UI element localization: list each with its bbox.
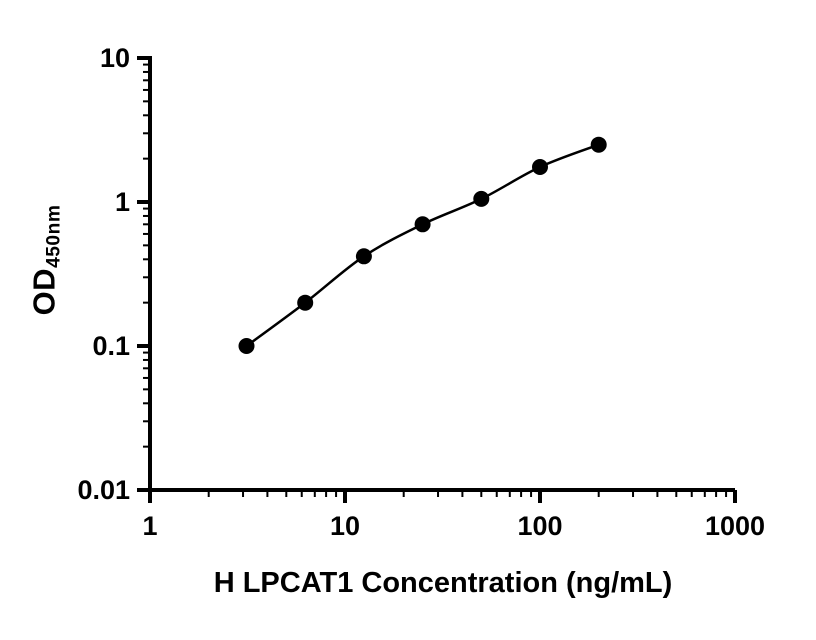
data-point-marker: [355, 248, 372, 265]
y-tick-label: 0.1: [92, 331, 130, 361]
fit-curve: [245, 143, 600, 348]
x-tick-label: 10: [330, 511, 360, 541]
data-point-marker: [590, 136, 607, 153]
data-point-marker: [473, 190, 490, 207]
axis-spines: [148, 56, 735, 492]
data-point-marker: [297, 294, 314, 311]
x-tick-label: 1000: [705, 511, 765, 541]
y-tick-label: 0.01: [77, 475, 130, 505]
x-tick-label: 1: [142, 511, 157, 541]
y-axis-title: OD450nm: [26, 205, 65, 316]
data-point-marker: [414, 216, 431, 233]
y-tick-label: 1: [115, 187, 130, 217]
y-tick-label: 10: [100, 43, 130, 73]
y-axis-title-subscript: 450nm: [43, 204, 65, 268]
y-axis-title-main: OD: [26, 267, 62, 316]
data-point-marker: [532, 159, 548, 175]
x-tick-label: 100: [517, 511, 562, 541]
data-point-marker: [238, 338, 255, 354]
x-axis-title: H LPCAT1 Concentration (ng/mL): [213, 567, 673, 599]
